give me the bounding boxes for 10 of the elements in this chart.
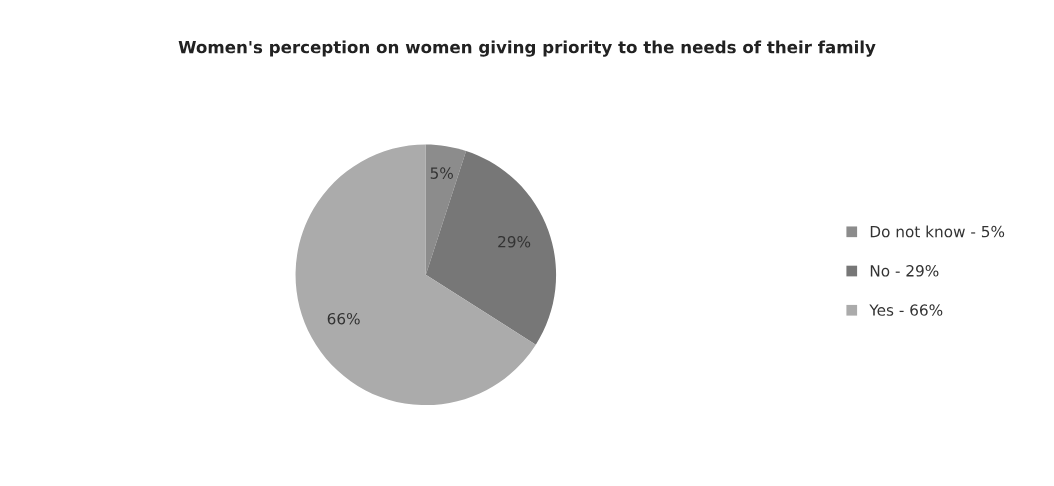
legend-label: No - 29%: [870, 265, 939, 277]
pie-slice: [425, 150, 557, 345]
legend-label: Do not know - 5%: [870, 225, 1005, 238]
legend-label: Yes - 66%: [869, 304, 943, 316]
data-label: 66%: [327, 312, 360, 325]
pie-slice: [295, 144, 536, 406]
chart-title: Women's perception on women giving priority to the needs of their family: [178, 40, 876, 57]
data-label: 29%: [498, 235, 531, 248]
data-label: 5%: [430, 167, 453, 179]
pie-slice: [425, 144, 467, 275]
